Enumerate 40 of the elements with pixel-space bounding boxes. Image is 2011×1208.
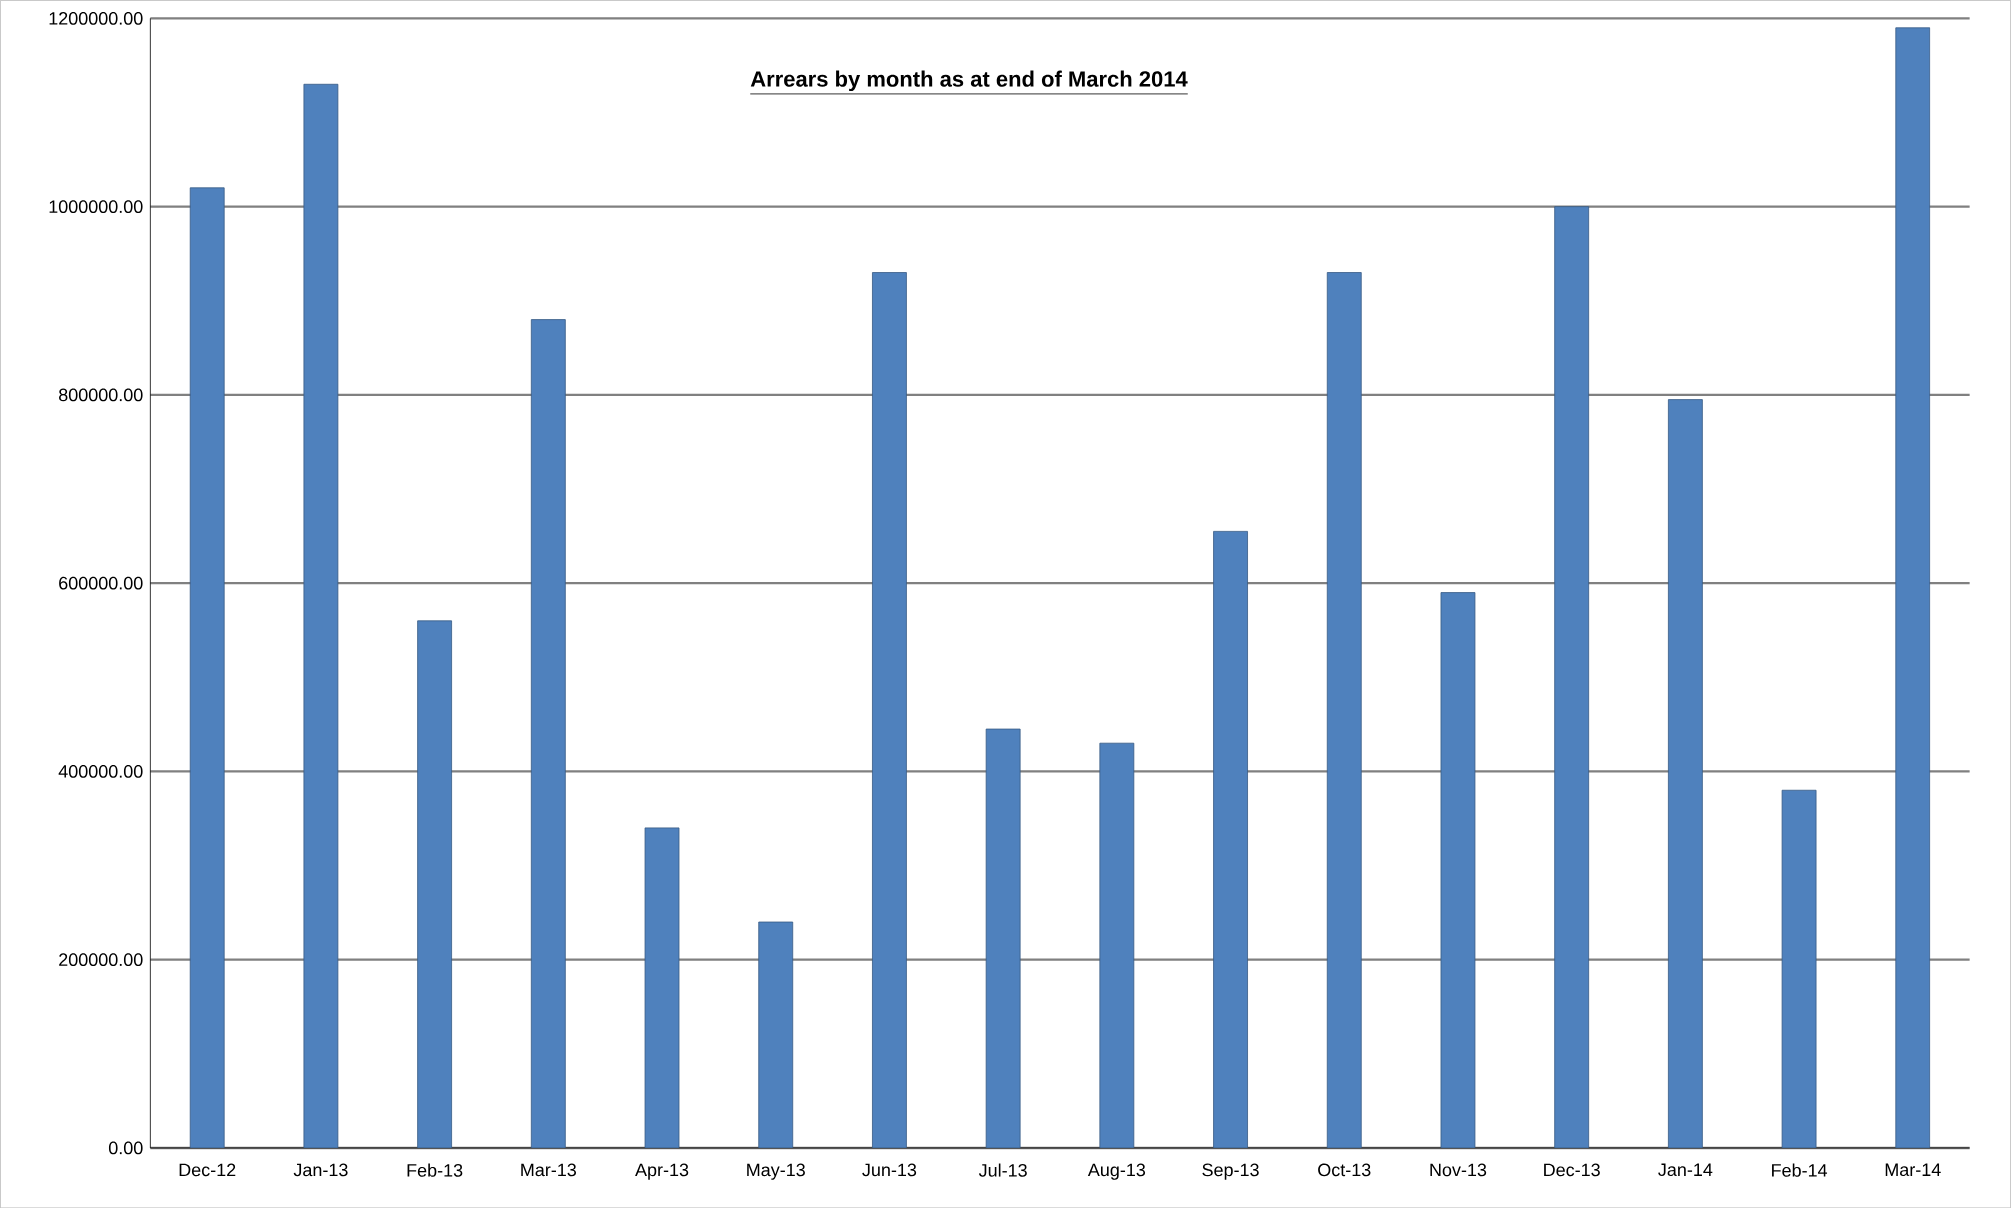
- x-tick-label: Feb-13: [407, 1163, 463, 1177]
- y-tick-label: 1000000.00: [49, 200, 143, 213]
- x-tick-label: Jan-14: [1658, 1163, 1713, 1176]
- y-tick-label: 0.00: [108, 1141, 143, 1155]
- bar: [1781, 789, 1817, 1148]
- bar: [1213, 530, 1248, 1148]
- x-tick-label: Apr-13: [635, 1163, 689, 1180]
- text: Arrears by month as at end of March 2014: [750, 70, 1188, 91]
- x-tick-label: Sep-13: [1202, 1163, 1259, 1180]
- bar: [644, 827, 680, 1148]
- bar: [417, 620, 453, 1148]
- y-tick-label: 200000.00: [59, 953, 143, 966]
- x-tick-label: Jun-13: [862, 1163, 917, 1177]
- bar: [1895, 27, 1931, 1148]
- bar: [1326, 271, 1362, 1148]
- x-tick-label: Dec-12: [179, 1163, 236, 1177]
- bar: [530, 319, 566, 1148]
- bar: [758, 921, 794, 1148]
- x-tick-label: Mar-13: [521, 1163, 577, 1177]
- x-tick-label: Aug-13: [1087, 1163, 1146, 1180]
- y-tick-label: 800000.00: [59, 388, 143, 402]
- x-tick-label: Oct-13: [1318, 1163, 1371, 1177]
- bar: [1554, 206, 1590, 1148]
- x-tick-label: Dec-13: [1544, 1163, 1600, 1177]
- x-tick-label: Feb-14: [1772, 1163, 1828, 1177]
- bar: [303, 83, 339, 1148]
- x-tick-label: Jul-13: [978, 1163, 1027, 1177]
- y-tick-label: 400000.00: [58, 764, 143, 778]
- x-tick-label: May-13: [747, 1163, 805, 1180]
- bar: [872, 271, 907, 1148]
- bar: [1440, 592, 1476, 1148]
- y-tick-label: 1200000.00: [49, 11, 143, 25]
- bar: [1667, 399, 1703, 1148]
- bar: [985, 728, 1021, 1148]
- x-tick-label: Jan-13: [293, 1163, 348, 1177]
- bar: [1099, 742, 1135, 1148]
- x-tick-label: Mar-14: [1885, 1163, 1941, 1176]
- bar: [189, 187, 225, 1148]
- x-tick-label: Nov-13: [1430, 1163, 1487, 1177]
- y-tick-label: 600000.00: [59, 576, 143, 590]
